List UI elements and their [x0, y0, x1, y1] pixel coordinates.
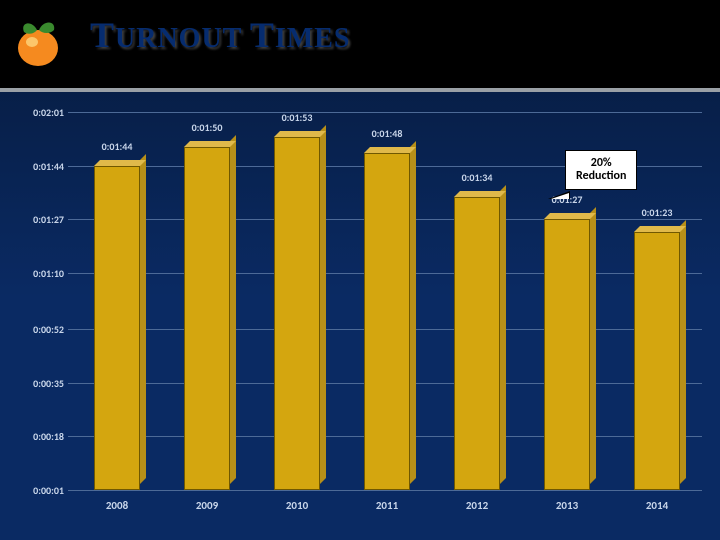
bar-value-label: 0:01:48 [350, 127, 424, 140]
y-tick-label: 0:00:52 [18, 323, 64, 336]
y-tick-label: 0:00:18 [18, 430, 64, 443]
bar-side [230, 135, 236, 484]
bar-side [500, 185, 506, 484]
bar: 0:01:442008 [94, 166, 140, 490]
title-sc-1: URNOUT [115, 23, 250, 54]
x-tick-label: 2010 [260, 499, 334, 512]
callout-line1: 20% [591, 156, 612, 170]
bar-side [140, 154, 146, 484]
gridline [68, 490, 702, 491]
bar-value-label: 0:01:50 [170, 121, 244, 134]
bar-front [184, 147, 230, 490]
bar-front [94, 166, 140, 490]
bar: 0:01:532010 [274, 137, 320, 490]
bar-front [274, 137, 320, 490]
orange-logo-icon [10, 10, 70, 70]
y-tick-label: 0:00:01 [18, 484, 64, 497]
x-tick-label: 2013 [530, 499, 604, 512]
title-sc-2: IMES [275, 23, 351, 54]
bar: 0:01:272013 [544, 219, 590, 490]
bar-front [544, 219, 590, 490]
bar-value-label: 0:01:34 [440, 171, 514, 184]
bar-front [364, 153, 410, 490]
title-char-2: T [250, 15, 275, 55]
bar-value-label: 0:01:23 [620, 206, 694, 219]
bar: 0:01:482011 [364, 153, 410, 490]
callout-line2: Reduction [576, 169, 626, 183]
y-tick-label: 0:01:44 [18, 160, 64, 173]
bar: 0:01:342012 [454, 197, 500, 490]
bar-side [410, 141, 416, 484]
x-tick-label: 2011 [350, 499, 424, 512]
bar-front [454, 197, 500, 490]
y-tick-label: 0:02:01 [18, 106, 64, 119]
bar-value-label: 0:01:53 [260, 111, 334, 124]
y-tick-label: 0:01:27 [18, 213, 64, 226]
bar-side [320, 125, 326, 484]
x-tick-label: 2014 [620, 499, 694, 512]
y-tick-label: 0:01:10 [18, 267, 64, 280]
header: TURNOUT TIMES [0, 0, 720, 92]
page-title: TURNOUT TIMES [90, 14, 350, 56]
x-tick-label: 2008 [80, 499, 154, 512]
x-tick-label: 2009 [170, 499, 244, 512]
x-tick-label: 2012 [440, 499, 514, 512]
callout-reduction: 20% Reduction [565, 150, 637, 190]
title-char-1: T [90, 15, 115, 55]
bar: 0:01:502009 [184, 147, 230, 490]
y-tick-label: 0:00:35 [18, 377, 64, 390]
bar-side [680, 220, 686, 484]
callout-tail-icon [548, 191, 570, 199]
slide: TURNOUT TIMES 0:00:010:00:180:00:350:00:… [0, 0, 720, 540]
gridline [68, 112, 702, 113]
bar-front [634, 232, 680, 490]
bar-side [590, 207, 596, 484]
bar: 0:01:232014 [634, 232, 680, 490]
bar-value-label: 0:01:44 [80, 140, 154, 153]
